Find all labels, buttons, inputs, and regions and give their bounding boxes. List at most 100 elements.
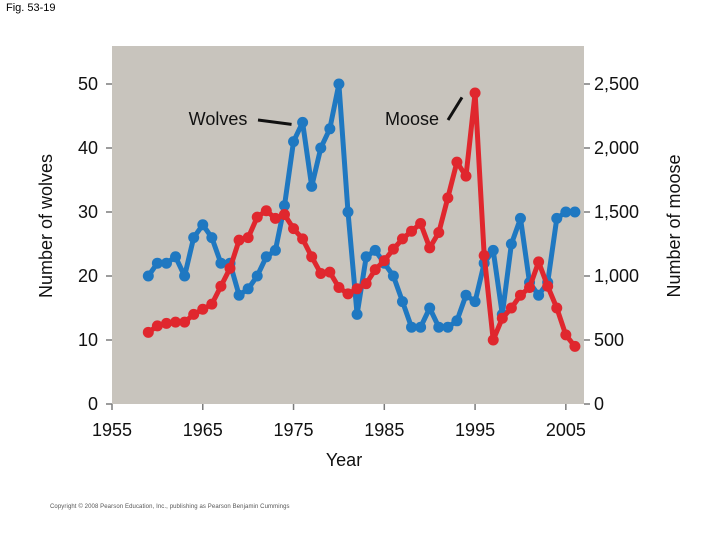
wolves-point bbox=[278, 200, 290, 212]
moose-point bbox=[415, 218, 427, 230]
y2-axis-title: Number of moose bbox=[664, 154, 684, 297]
wolves-point bbox=[297, 116, 309, 128]
moose-point bbox=[351, 283, 363, 295]
y2-tick-label: 0 bbox=[594, 394, 604, 414]
moose-point bbox=[451, 156, 463, 168]
moose-point bbox=[288, 223, 300, 235]
wolves-point bbox=[560, 206, 572, 218]
wolves-leader-line bbox=[257, 118, 292, 126]
wolves-point bbox=[424, 302, 436, 314]
wolves-point bbox=[170, 251, 182, 263]
moose-point bbox=[297, 233, 309, 245]
moose-point bbox=[542, 280, 554, 292]
y-axis-title: Number of wolves bbox=[36, 154, 56, 298]
moose-point bbox=[433, 226, 445, 238]
moose-point bbox=[533, 256, 545, 268]
wolves-point bbox=[569, 206, 581, 218]
moose-point bbox=[460, 170, 472, 182]
wolves-point bbox=[360, 251, 372, 263]
x-tick-label: 1975 bbox=[274, 420, 314, 440]
wolves-point bbox=[442, 321, 454, 333]
moose-point bbox=[324, 266, 336, 278]
moose-point bbox=[242, 232, 254, 244]
x-tick-label: 1955 bbox=[92, 420, 132, 440]
wolves-point bbox=[269, 244, 281, 256]
moose-point bbox=[406, 225, 418, 237]
moose-leader-line bbox=[446, 96, 464, 121]
wolves-point bbox=[460, 289, 472, 301]
moose-point bbox=[569, 340, 581, 352]
moose-point bbox=[215, 280, 227, 292]
wolves-point bbox=[197, 219, 209, 231]
wolves-point bbox=[433, 321, 445, 333]
moose-point bbox=[260, 205, 272, 217]
wolves-point bbox=[533, 289, 545, 301]
moose-point bbox=[378, 255, 390, 267]
y-tick-label: 0 bbox=[88, 394, 98, 414]
wolves-point bbox=[188, 232, 200, 244]
moose-point bbox=[369, 264, 381, 276]
moose-point bbox=[179, 316, 191, 328]
moose-point bbox=[551, 302, 563, 314]
wolves-point bbox=[260, 251, 272, 263]
wolves-point bbox=[242, 283, 254, 295]
moose-point bbox=[142, 326, 154, 338]
x-tick-label: 1965 bbox=[183, 420, 223, 440]
moose-point bbox=[315, 267, 327, 279]
moose-point bbox=[387, 243, 399, 255]
x-axis-title: Year bbox=[326, 450, 362, 470]
moose-point bbox=[424, 242, 436, 254]
moose-point bbox=[333, 282, 345, 294]
y-tick-label: 40 bbox=[78, 138, 98, 158]
moose-point bbox=[197, 303, 209, 315]
wolves-point bbox=[160, 257, 172, 269]
wolves-annotation: Wolves bbox=[189, 109, 248, 129]
y2-tick-label: 2,000 bbox=[594, 138, 639, 158]
x-tick-label: 1995 bbox=[455, 420, 495, 440]
wolf-moose-chart: 1955 1965 1975 1985 1995 20050102030405005001… bbox=[36, 46, 684, 470]
moose-point bbox=[151, 320, 163, 332]
wolves-point bbox=[151, 257, 163, 269]
wolves-point bbox=[333, 78, 345, 90]
wolves-point bbox=[451, 315, 463, 327]
y2-tick-label: 1,500 bbox=[594, 202, 639, 222]
y2-tick-label: 500 bbox=[594, 330, 624, 350]
copyright-notice: Copyright © 2008 Pearson Education, Inc.… bbox=[50, 504, 290, 510]
y-tick-label: 50 bbox=[78, 74, 98, 94]
wolves-point bbox=[387, 270, 399, 282]
chart-panel: 1955 1965 1975 1985 1995 2005 0 10 20 30 40 50 0 500 1… bbox=[24, 18, 694, 510]
moose-point bbox=[496, 312, 508, 324]
wolves-point bbox=[215, 257, 227, 269]
y2-tick-label: 1,000 bbox=[594, 266, 639, 286]
wolves-point bbox=[342, 206, 354, 218]
y2-tick-label: 2,500 bbox=[594, 74, 639, 94]
wolves-point bbox=[514, 212, 526, 224]
moose-point bbox=[478, 250, 490, 262]
wolves-point bbox=[233, 289, 245, 301]
wolves-point bbox=[406, 321, 418, 333]
moose-point bbox=[342, 288, 354, 300]
wolves-point bbox=[324, 123, 336, 135]
moose-point bbox=[269, 212, 281, 224]
moose-point bbox=[233, 234, 245, 246]
moose-point bbox=[505, 302, 517, 314]
moose-point bbox=[206, 298, 218, 310]
x-tick-label: 2005 bbox=[546, 420, 586, 440]
wolves-point bbox=[179, 270, 191, 282]
wolves-point bbox=[251, 270, 263, 282]
moose-point bbox=[360, 278, 372, 290]
moose-point bbox=[251, 211, 263, 223]
figure-label: Fig. 53-19 bbox=[6, 2, 56, 14]
moose-point bbox=[306, 251, 318, 263]
moose-point bbox=[560, 329, 572, 341]
moose-point bbox=[487, 334, 499, 346]
y-tick-label: 30 bbox=[78, 202, 98, 222]
moose-point bbox=[442, 192, 454, 204]
wolves-point bbox=[351, 308, 363, 320]
moose-annotation: Moose bbox=[385, 109, 439, 129]
wolves-point bbox=[505, 238, 517, 250]
wolves-point bbox=[487, 244, 499, 256]
moose-point bbox=[514, 289, 526, 301]
wolves-point bbox=[142, 270, 154, 282]
moose-point bbox=[396, 233, 408, 245]
